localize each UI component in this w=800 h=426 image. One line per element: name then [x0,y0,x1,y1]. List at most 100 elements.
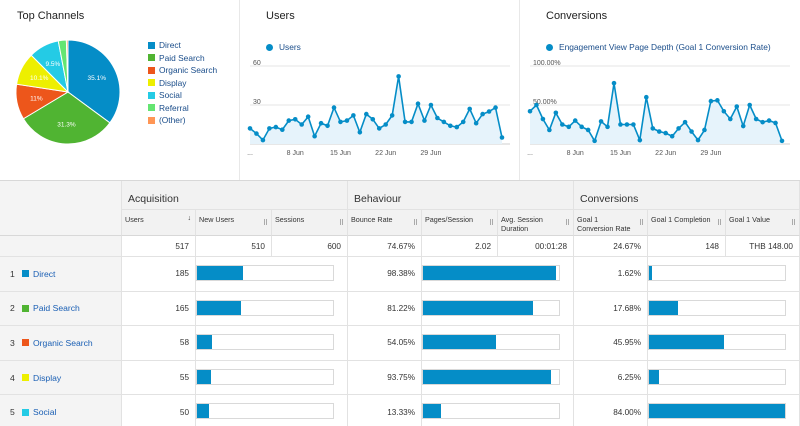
channel-link[interactable]: Social [33,407,57,418]
conversions-data-point[interactable] [702,127,707,133]
conversions-data-point[interactable] [676,126,681,131]
users-data-point[interactable] [364,111,369,117]
table-row-social[interactable]: 5 Social [0,394,122,426]
table-row-organic-search[interactable]: 3 Organic Search [0,325,122,360]
conversions-data-point[interactable] [715,98,720,103]
column-resize-icon[interactable] [340,219,343,225]
users-data-point[interactable] [409,119,414,125]
sort-descending-icon[interactable]: ↓ [187,215,192,222]
conversions-data-point[interactable] [605,124,610,130]
users-data-point[interactable] [357,130,363,135]
users-data-point[interactable] [454,124,460,130]
users-data-point[interactable] [338,119,343,125]
legend-item-paid-search[interactable]: Paid Search [148,52,217,65]
legend-item-other[interactable]: (Other) [148,114,217,127]
users-data-point[interactable] [305,114,311,119]
channel-link[interactable]: Direct [33,268,56,279]
conversions-data-point[interactable] [618,122,623,127]
conversions-data-point[interactable] [766,118,772,123]
users-data-point[interactable] [448,123,453,129]
users-data-point[interactable] [351,113,356,118]
users-data-point[interactable] [383,122,388,127]
users-data-point[interactable] [486,109,492,114]
conversions-data-point[interactable] [753,116,759,122]
conversions-data-point[interactable] [721,108,727,114]
conversions-data-point[interactable] [592,138,597,144]
users-data-point[interactable] [280,127,285,132]
users-data-point[interactable] [312,133,317,139]
users-data-point[interactable] [389,113,395,118]
legend-item-display[interactable]: Display [148,77,217,90]
conversions-data-point[interactable] [585,127,591,133]
users-data-point[interactable] [370,117,376,122]
conversions-data-point[interactable] [663,130,668,136]
conversions-data-point[interactable] [650,126,656,131]
users-data-point[interactable] [267,126,272,131]
users-data-point[interactable] [260,137,266,143]
column-header-goal1-completion[interactable]: Goal 1 Completion [648,209,726,235]
users-data-point[interactable] [493,105,498,110]
conversions-data-point[interactable] [644,94,649,100]
users-data-point[interactable] [435,115,440,121]
conversions-data-point[interactable] [540,116,546,122]
conversions-data-point[interactable] [760,119,765,125]
users-series-key[interactable]: Users [266,42,301,52]
conversions-data-point[interactable] [728,116,733,122]
column-header-avg-session-duration[interactable]: Avg. Session Duration [498,209,574,235]
table-row-paid-search[interactable]: 2 Paid Search [0,290,122,326]
column-resize-icon[interactable] [718,219,721,225]
channel-link[interactable]: Display [33,372,62,383]
column-header-goal1-conversion-rate[interactable]: Goal 1 Conversion Rate [574,209,648,235]
users-data-point[interactable] [428,102,434,108]
users-data-point[interactable] [286,118,292,123]
pie-slice-other[interactable] [65,39,69,93]
table-row-direct[interactable]: 1 Direct [0,256,122,291]
conversions-data-point[interactable] [779,138,785,144]
column-resize-icon[interactable] [264,219,267,225]
conversions-data-point[interactable] [734,104,740,109]
conversions-data-point[interactable] [669,133,675,139]
users-data-point[interactable] [254,131,259,136]
users-data-point[interactable] [376,126,382,131]
conversions-data-point[interactable] [637,137,643,143]
conversions-data-point[interactable] [740,123,746,129]
column-header-users[interactable]: Users ↓ [122,209,196,235]
users-data-point[interactable] [318,120,324,126]
column-resize-icon[interactable] [640,219,643,225]
conversions-data-point[interactable] [566,124,572,130]
conversions-data-point[interactable] [527,108,533,114]
conversions-data-point[interactable] [553,110,559,116]
conversions-data-point[interactable] [598,119,604,124]
users-data-point[interactable] [460,119,466,125]
users-data-point[interactable] [344,118,350,123]
column-header-goal1-value[interactable]: Goal 1 Value [726,209,800,235]
conversions-data-point[interactable] [631,122,636,127]
column-header-pages-session[interactable]: Pages/Session [422,209,498,235]
column-resize-icon[interactable] [566,219,569,225]
conversions-data-point[interactable] [695,137,701,143]
users-data-point[interactable] [292,117,298,122]
users-data-point[interactable] [467,106,472,112]
channel-link[interactable]: Paid Search [33,303,80,314]
conversions-data-point[interactable] [579,124,584,130]
column-header-bounce-rate[interactable]: Bounce Rate [348,209,422,235]
conversions-data-point[interactable] [656,129,662,134]
conversions-data-point[interactable] [747,102,752,108]
legend-item-organic-search[interactable]: Organic Search [148,64,217,77]
legend-item-social[interactable]: Social [148,89,217,102]
pie-slice-paid-search[interactable] [22,91,111,145]
users-data-point[interactable] [480,111,485,117]
conversions-data-point[interactable] [534,102,539,108]
conversions-data-point[interactable] [560,122,565,127]
pie-slice-direct[interactable] [67,39,121,124]
column-resize-icon[interactable] [792,219,795,225]
table-row-display[interactable]: 4 Display [0,359,122,395]
users-data-point[interactable] [402,119,408,125]
conversions-data-point[interactable] [547,127,552,133]
conversions-data-point[interactable] [708,98,714,104]
conversions-data-point[interactable] [689,129,694,134]
users-data-point[interactable] [415,101,421,106]
users-data-point[interactable] [247,126,253,131]
conversions-series-key[interactable]: Engagement View Page Depth (Goal 1 Conve… [546,42,771,52]
column-resize-icon[interactable] [414,219,417,225]
